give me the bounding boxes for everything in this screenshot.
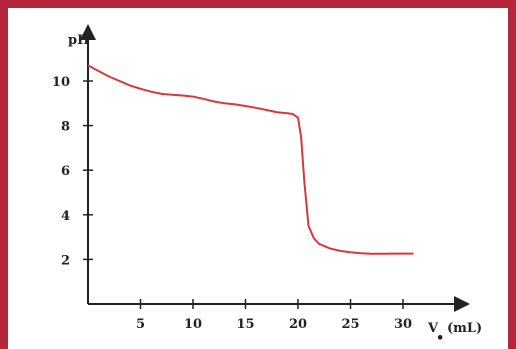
x-tick-label: 15 [236, 317, 254, 332]
x-tick-label: 30 [394, 317, 412, 332]
y-tick-label: 2 [61, 253, 70, 268]
y-tick-label: 4 [61, 209, 70, 224]
x-axis-label-main: V [427, 321, 439, 336]
y-tick-label: 6 [61, 164, 70, 179]
x-tick-label: 10 [184, 317, 202, 332]
x-tick-label: 5 [136, 317, 145, 332]
ph-curve [87, 64, 414, 255]
y-axis-label: pH [68, 33, 89, 48]
x-axis-label-subscript: • [436, 331, 444, 346]
x-axis-label: V • (mL) [427, 321, 482, 346]
y-tick-label: 10 [52, 75, 70, 90]
y-tick-label: 8 [61, 120, 70, 135]
x-tick-label: 25 [341, 317, 359, 332]
x-tick-label: 20 [289, 317, 307, 332]
x-axis-label-unit: (mL) [447, 321, 482, 336]
